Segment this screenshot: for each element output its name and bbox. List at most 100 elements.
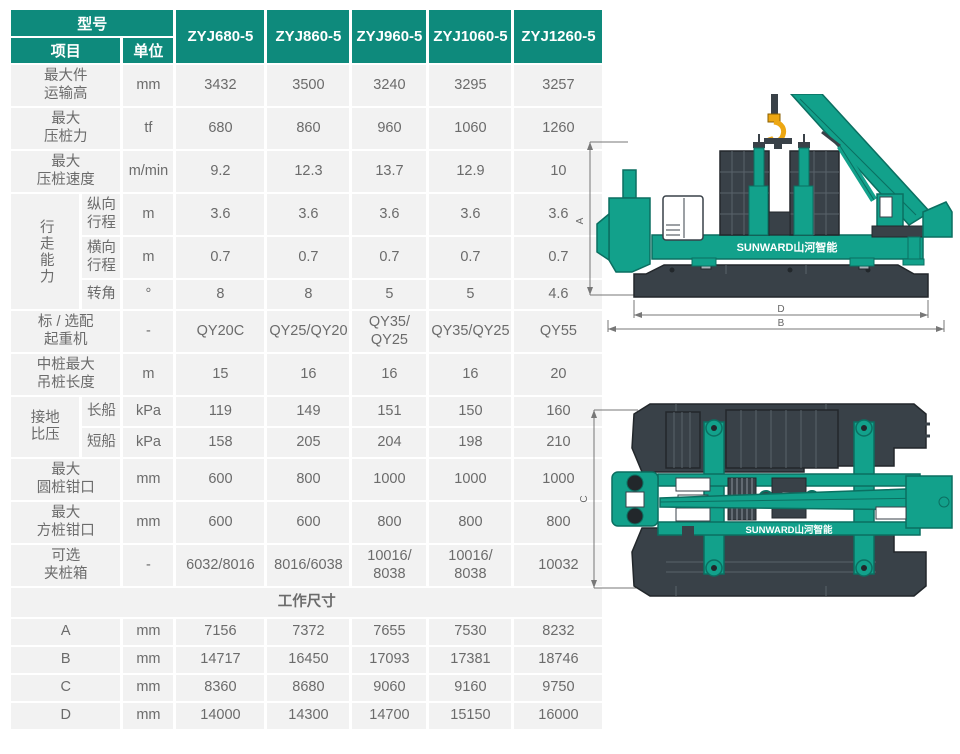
spec-table-body: 最大件 运输高 mm 3432 3500 3240 3295 3257 最大 压桩力 tf 680… bbox=[11, 65, 603, 729]
spec-value: 800 bbox=[429, 502, 512, 543]
center-block bbox=[665, 409, 839, 469]
spec-row: 最大 压桩力 tf 680 860 960 1060 1260 bbox=[11, 108, 603, 149]
spec-value: 0.7 bbox=[429, 237, 512, 278]
spec-value: 0.7 bbox=[176, 237, 265, 278]
row-label: 横向 行程 bbox=[82, 237, 121, 278]
bottom-pontoon bbox=[631, 527, 927, 597]
spec-row: 中桩最大 吊桩长度 m 15 16 16 16 20 bbox=[11, 354, 603, 395]
work-row-unit: mm bbox=[123, 619, 174, 645]
row-label: 短船 bbox=[82, 428, 121, 457]
brand-logo-top: SUNWARD山河智能 bbox=[745, 524, 833, 536]
spec-row: 可选 夹桩箱 -6032/8016 8016/6038 10016/ 8038 1001… bbox=[11, 545, 603, 586]
work-row-label: A bbox=[11, 619, 121, 645]
spec-value: 10032 bbox=[514, 545, 603, 586]
row-label: 标 / 选配 起重机 bbox=[11, 311, 121, 352]
spec-value: 16 bbox=[352, 354, 427, 395]
spec-value: 158 bbox=[176, 428, 265, 457]
row-label: 长船 bbox=[82, 397, 121, 426]
header-row-models: 型号 ZYJ680-5 ZYJ860-5 ZYJ960-5 ZYJ1060-5 … bbox=[11, 10, 603, 63]
spec-value: 800 bbox=[514, 502, 603, 543]
row-label: 最大件 运输高 bbox=[11, 65, 121, 106]
work-value: 8232 bbox=[514, 619, 603, 645]
row-unit: m bbox=[123, 237, 174, 278]
spec-value: 3432 bbox=[176, 65, 265, 106]
row-unit: m/min bbox=[123, 151, 174, 192]
spec-value: 204 bbox=[352, 428, 427, 457]
column-header-model-3: ZYJ960-5 bbox=[352, 10, 427, 63]
spec-value: 12.9 bbox=[429, 151, 512, 192]
row-group-label: 接地 比压 bbox=[11, 397, 80, 457]
spec-value: 8 bbox=[267, 280, 350, 309]
left-tower bbox=[596, 169, 651, 273]
model-corner-label: 型号 bbox=[11, 10, 174, 36]
spec-value: 150 bbox=[429, 397, 512, 426]
spec-row: 转角 ° 8 8 5 5 4.6 bbox=[11, 280, 603, 309]
row-unit: m bbox=[123, 354, 174, 395]
spec-value: 10 bbox=[514, 151, 603, 192]
spec-value: 205 bbox=[267, 428, 350, 457]
dimension-d bbox=[633, 300, 929, 318]
crane-boom-top bbox=[659, 475, 953, 529]
work-value: 16000 bbox=[514, 703, 603, 729]
spec-value: 1060 bbox=[429, 108, 512, 149]
spec-value: 198 bbox=[429, 428, 512, 457]
spec-value: 1000 bbox=[514, 459, 603, 500]
spec-value: 3.6 bbox=[514, 194, 603, 235]
work-value: 14300 bbox=[267, 703, 350, 729]
brand-logo-side: SUNWARD山河智能 bbox=[737, 240, 838, 254]
work-value: 9060 bbox=[352, 675, 427, 701]
spec-value: 600 bbox=[267, 502, 350, 543]
row-unit: - bbox=[123, 311, 174, 352]
row-label: 最大 方桩钳口 bbox=[11, 502, 121, 543]
spec-value: 3240 bbox=[352, 65, 427, 106]
spec-value: 151 bbox=[352, 397, 427, 426]
work-row-label: B bbox=[11, 647, 121, 673]
dimension-a bbox=[587, 141, 634, 296]
spec-value: 0.7 bbox=[267, 237, 350, 278]
column-header-model-1: ZYJ680-5 bbox=[176, 10, 265, 63]
pontoon-base bbox=[633, 264, 929, 298]
spec-value: 119 bbox=[176, 397, 265, 426]
spec-value: 6032/8016 bbox=[176, 545, 265, 586]
work-value: 9750 bbox=[514, 675, 603, 701]
row-unit: kPa bbox=[123, 397, 174, 426]
row-label: 最大 压桩速度 bbox=[11, 151, 121, 192]
header-row-item-unit: 项目 单位 bbox=[11, 38, 602, 63]
spec-value: QY35/ QY25 bbox=[352, 311, 427, 352]
spec-value: 3500 bbox=[267, 65, 350, 106]
spec-value: 8016/6038 bbox=[267, 545, 350, 586]
row-unit: mm bbox=[123, 459, 174, 500]
spec-value: 16 bbox=[267, 354, 350, 395]
row-unit: mm bbox=[123, 502, 174, 543]
spec-value: QY20C bbox=[176, 311, 265, 352]
work-value: 7372 bbox=[267, 619, 350, 645]
work-value: 14700 bbox=[352, 703, 427, 729]
row-unit: kPa bbox=[123, 428, 174, 457]
work-row-unit: mm bbox=[123, 675, 174, 701]
row-label: 可选 夹桩箱 bbox=[11, 545, 121, 586]
top-view-drawing: C bbox=[579, 403, 953, 597]
work-value: 7156 bbox=[176, 619, 265, 645]
spec-row: 短船 kPa 158 205 204 198 210 bbox=[11, 428, 603, 457]
spec-value: 3295 bbox=[429, 65, 512, 106]
spec-value: 1260 bbox=[514, 108, 603, 149]
spec-value: 12.3 bbox=[267, 151, 350, 192]
row-label: 转角 bbox=[82, 280, 121, 309]
spec-row: 行走能力 纵向 行程 m 3.6 3.6 3.6 3.6 3.6 bbox=[11, 194, 603, 309]
spec-table: 型号 ZYJ680-5 ZYJ860-5 ZYJ960-5 ZYJ1060-5 … bbox=[8, 8, 605, 731]
row-unit: mm bbox=[123, 65, 174, 106]
dim-label-d: D bbox=[777, 304, 784, 315]
work-size-band: 工作尺寸 bbox=[11, 588, 603, 617]
row-unit: ° bbox=[123, 280, 174, 309]
dim-label-a: A bbox=[576, 217, 586, 224]
spec-value: 5 bbox=[352, 280, 427, 309]
spec-value: 9.2 bbox=[176, 151, 265, 192]
counterweight-stacks bbox=[719, 150, 840, 236]
work-value: 7655 bbox=[352, 619, 427, 645]
spec-value: 20 bbox=[514, 354, 603, 395]
work-value: 8680 bbox=[267, 675, 350, 701]
spec-row: 最大件 运输高 mm 3432 3500 3240 3295 3257 bbox=[11, 65, 603, 106]
spec-value: 3.6 bbox=[267, 194, 350, 235]
spec-value: 16 bbox=[429, 354, 512, 395]
